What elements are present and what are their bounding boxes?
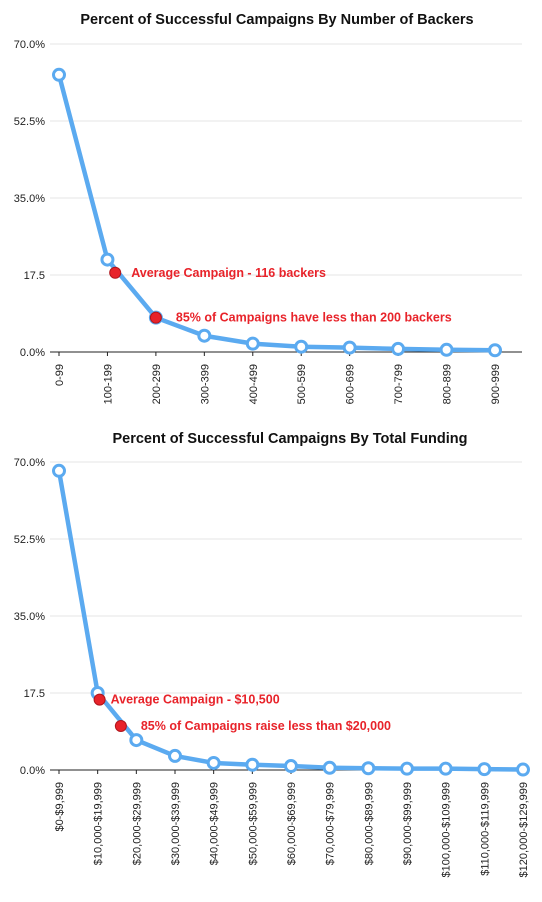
x-tick-label: $110,000-$119,999 [479,782,491,876]
data-point [100,252,115,267]
annotation-marker [149,311,162,324]
x-tick-label: 200-299 [151,364,163,404]
x-tick-label: $70,000-$79,999 [325,782,337,865]
annotation-label: Average Campaign - $10,500 [111,693,280,707]
x-tick-label: $90,000-$99,999 [402,782,414,865]
data-point [322,760,337,775]
x-tick-label: 700-799 [393,364,405,404]
x-tick-label: $30,000-$39,999 [170,782,182,865]
x-tick-label: 800-899 [442,364,454,404]
data-point [488,343,502,358]
y-tick-label: 17.5 [24,270,45,282]
y-tick-label: 17.5 [24,688,45,700]
y-tick-label: 0.0% [20,347,45,359]
x-tick-label: 300-399 [199,364,211,404]
data-point [206,755,221,770]
y-tick-label: 70.0% [14,39,45,51]
data-point [516,762,530,777]
x-tick-label: 100-199 [102,364,114,404]
annotation-label: 85% of Campaigns raise less than $20,000 [141,719,391,733]
data-point [439,342,454,357]
x-tick-label: $60,000-$69,999 [286,782,298,865]
chart-backers: Percent of Successful Campaigns By Numbe… [14,12,522,404]
annotation-label: Average Campaign - 116 backers [131,266,326,280]
annotation-marker [109,266,122,279]
data-point [477,762,492,777]
data-point [342,340,357,355]
data-point [52,67,66,82]
data-point [52,463,66,478]
x-tick-label: 0-99 [54,364,66,386]
y-tick-label: 70.0% [14,457,45,469]
x-tick-label: 400-499 [248,364,260,404]
data-point [245,757,260,772]
x-tick-label: 900-999 [490,364,502,404]
y-tick-label: 35.0% [14,193,45,205]
x-tick-label: $50,000-$59,999 [247,782,259,865]
data-point [168,748,182,763]
x-tick-label: $120,000-$129,999 [518,782,530,877]
x-tick-label: $0-$9,999 [54,782,66,832]
chart-title: Percent of Successful Campaigns By Total… [112,431,467,447]
chart-funding: Percent of Successful Campaigns By Total… [14,431,530,877]
y-tick-label: 52.5% [14,534,45,546]
x-tick-label: $40,000-$49,999 [209,782,221,865]
y-tick-label: 0.0% [20,765,45,777]
data-point [197,328,212,343]
series-line [56,72,498,353]
x-tick-label: $10,000-$19,999 [93,782,105,865]
y-tick-label: 35.0% [14,611,45,623]
annotation-label: 85% of Campaigns have less than 200 back… [176,311,452,325]
data-point [438,761,453,776]
data-point [294,339,309,354]
data-point [391,341,406,356]
annotation-marker [93,693,106,706]
data-point [284,759,298,774]
x-tick-label: $80,000-$89,999 [363,782,375,865]
x-tick-label: 500-599 [296,364,308,404]
data-point [245,336,260,351]
chart-title: Percent of Successful Campaigns By Numbe… [80,12,473,28]
x-tick-label: $100,000-$109,999 [441,782,453,877]
y-tick-label: 52.5% [14,116,45,128]
data-point [400,761,414,776]
annotation-marker [114,720,127,732]
data-point [361,761,376,776]
x-tick-label: $20,000-$29,999 [131,782,143,865]
x-tick-label: 600-699 [345,364,357,404]
data-point [129,733,144,748]
